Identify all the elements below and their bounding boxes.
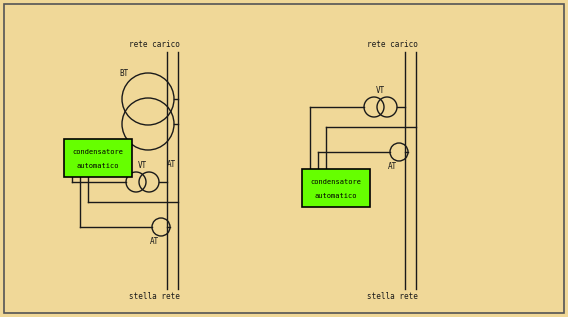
Bar bbox=[302, 169, 370, 207]
Text: automatico: automatico bbox=[315, 193, 357, 199]
Text: stella rete: stella rete bbox=[367, 292, 418, 301]
Text: AT: AT bbox=[388, 162, 397, 171]
Text: AT: AT bbox=[150, 237, 159, 246]
Bar bbox=[64, 139, 132, 177]
Text: rete carico: rete carico bbox=[367, 40, 418, 49]
Text: rete carico: rete carico bbox=[129, 40, 180, 49]
Text: condensatore: condensatore bbox=[73, 149, 123, 155]
Text: automatico: automatico bbox=[77, 163, 119, 169]
Text: condensatore: condensatore bbox=[311, 179, 361, 185]
Text: BT: BT bbox=[119, 69, 128, 78]
Text: stella rete: stella rete bbox=[129, 292, 180, 301]
Text: AT: AT bbox=[167, 160, 176, 169]
Text: VT: VT bbox=[138, 161, 147, 170]
Text: VT: VT bbox=[376, 86, 385, 95]
